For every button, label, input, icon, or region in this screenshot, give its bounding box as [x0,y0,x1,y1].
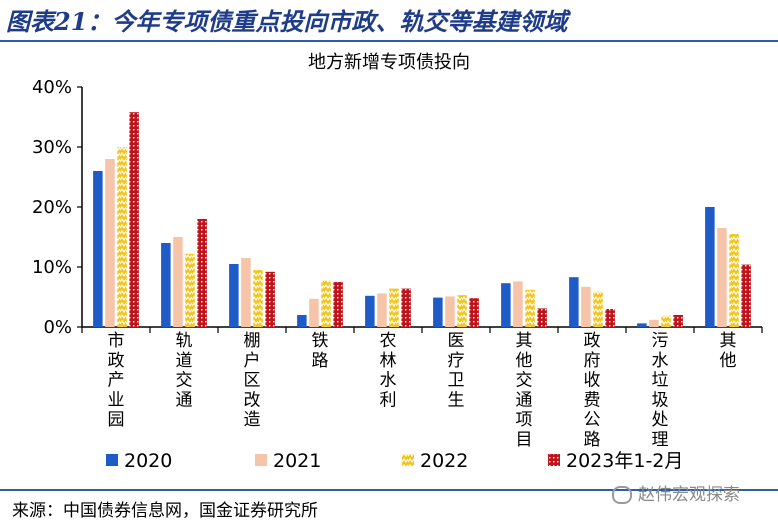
bar-2020-其他 [705,207,715,327]
y-axis: 0% 10% 20% 30% 40% [32,77,83,338]
legend-label: 2020 [124,450,172,472]
bar-2022-其他 [729,234,739,327]
bar-2022-棚户区改造 [253,270,263,327]
x-axis [81,326,763,333]
category-label: 其他 [720,331,737,371]
y-tick-label: 0% [43,317,72,338]
legend-label: 2021 [273,450,321,472]
bar-2023年1-2月-其他交通项目 [537,308,547,327]
category-labels: 市政产业园 轨道交通 棚户区改造 铁路 农林水利 医疗卫生 其他交通项目 政府收费公路 污水垃圾… [108,331,737,450]
category-label: 市政产业园 [108,331,125,430]
footer-divider [0,489,778,491]
bar-2021-污水垃圾处理 [649,319,659,327]
bar-2023年1-2月-政府收费公路 [605,309,615,327]
bar-2023年1-2月-市政产业园 [129,112,139,327]
category-label: 其他交通项目 [516,331,533,450]
bar-2021-其他交通项目 [513,281,523,327]
category-label: 农林水利 [380,331,397,410]
legend-swatch [402,454,414,466]
watermark-text: 赵伟宏观探索 [638,485,740,505]
bar-2023年1-2月-其他 [741,264,751,327]
category-label: 政府收费公路 [584,331,601,450]
bar-2022-污水垃圾处理 [661,315,671,327]
source-note: 来源：中国债券信息网，国金证券研究所 [12,501,318,521]
bar-2022-医疗卫生 [457,295,467,327]
bar-2020-医疗卫生 [433,297,443,327]
bar-2020-铁路 [297,315,307,327]
legend: 2020 2021 2022 2023年1-2月 [106,450,683,472]
legend-label: 2022 [420,450,468,472]
chart-title: 地方新增专项债投向 [308,52,470,73]
bar-2020-市政产业园 [93,171,103,327]
legend-swatch [255,454,267,466]
bars-group [93,112,751,327]
category-label: 轨道交通 [176,331,193,410]
legend-label: 2023年1-2月 [566,450,683,472]
bar-2020-轨道交通 [161,243,171,327]
bar-2020-政府收费公路 [569,277,579,327]
figure-title: 图表21：今年专项债重点投向市政、轨交等基建领域 [6,7,568,36]
bar-2022-铁路 [321,280,331,327]
y-tick-label: 30% [32,137,72,158]
bar-2020-棚户区改造 [229,264,239,327]
watermark: 赵伟宏观探索 [612,480,740,505]
wechat-icon [612,486,632,504]
bar-2020-农林水利 [365,295,375,327]
bar-chart: 地方新增专项债投向 0% 10% 20% 30% 40% 市政产业园 轨道交通 棚户区改造 铁… [32,52,763,472]
bar-2023年1-2月-医疗卫生 [469,298,479,327]
bar-2021-铁路 [309,298,319,327]
bar-2021-轨道交通 [173,237,183,327]
bar-2021-医疗卫生 [445,296,455,327]
legend-swatch [548,454,560,466]
category-label: 铁路 [312,331,329,371]
bar-2021-农林水利 [377,293,387,327]
bar-2022-市政产业园 [117,147,127,327]
bar-2022-轨道交通 [185,253,195,327]
legend-swatch [106,454,118,466]
bar-2023年1-2月-铁路 [333,282,343,327]
bar-2021-棚户区改造 [241,258,251,327]
y-tick-label: 10% [32,257,72,278]
bar-2021-其他 [717,228,727,327]
bar-2023年1-2月-农林水利 [401,288,411,327]
category-label: 污水垃圾处理 [652,331,669,450]
bar-2021-市政产业园 [105,159,115,327]
bar-2020-污水垃圾处理 [637,323,647,327]
y-tick-label: 20% [32,197,72,218]
bar-2022-政府收费公路 [593,291,603,327]
title-divider [0,40,778,42]
bar-2022-其他交通项目 [525,289,535,327]
bar-2022-农林水利 [389,288,399,327]
y-tick-label: 40% [32,77,72,98]
category-label: 医疗卫生 [448,331,465,410]
bar-2021-政府收费公路 [581,286,591,327]
category-label: 棚户区改造 [244,331,261,430]
bar-2023年1-2月-污水垃圾处理 [673,315,683,327]
bar-2023年1-2月-轨道交通 [197,219,207,327]
bar-2023年1-2月-棚户区改造 [265,271,275,327]
bar-2020-其他交通项目 [501,283,511,327]
